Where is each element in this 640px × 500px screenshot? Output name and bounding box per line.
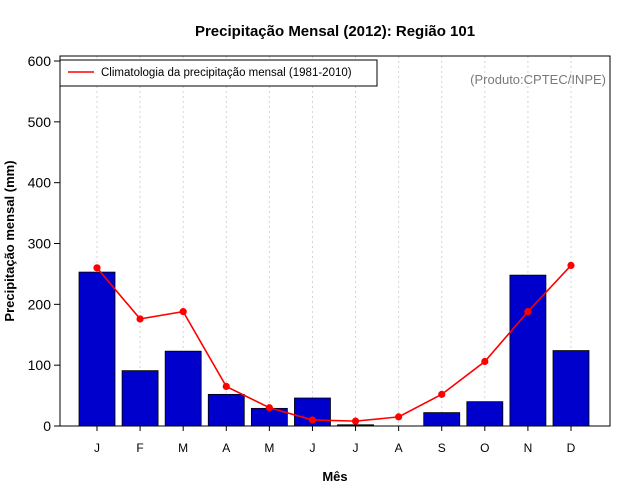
y-tick-label: 100 xyxy=(28,357,52,373)
y-tick-label: 0 xyxy=(43,418,51,434)
vertical-gridlines xyxy=(96,56,572,426)
climatology-point xyxy=(136,315,144,323)
climatology-point xyxy=(265,404,273,412)
x-tick-label: A xyxy=(222,441,230,455)
x-tick-label: O xyxy=(480,441,489,455)
climatology-point xyxy=(351,417,360,425)
climatology-point xyxy=(222,382,230,391)
x-tick-label: F xyxy=(136,441,143,455)
x-tick-label: M xyxy=(178,441,188,455)
climatology-point xyxy=(395,413,403,421)
x-axis-title: Mês xyxy=(322,469,347,484)
y-tick-label: 400 xyxy=(28,175,52,191)
x-tick-label: J xyxy=(309,441,315,455)
bar xyxy=(552,350,590,427)
climatology-point xyxy=(481,357,489,366)
bar xyxy=(207,393,245,427)
y-tick-label: 200 xyxy=(28,296,52,312)
y-tick-label: 500 xyxy=(28,114,52,130)
climatology-point xyxy=(308,416,317,424)
bars xyxy=(78,271,590,427)
bar xyxy=(164,350,202,427)
climatology-point xyxy=(567,261,575,269)
chart-title: Precipitação Mensal (2012): Região 101 xyxy=(195,23,475,40)
climatology-point xyxy=(524,308,532,316)
x-tick-label: A xyxy=(395,441,403,455)
source-credit: (Produto:CPTEC/INPE) xyxy=(470,72,606,87)
climatology-series xyxy=(93,261,575,425)
bar xyxy=(121,370,159,427)
x-tick-label: J xyxy=(353,441,359,455)
x-tick-label: S xyxy=(438,441,446,455)
climatology-line xyxy=(96,264,572,422)
legend: Climatologia da precipitação mensal (198… xyxy=(59,59,378,87)
y-axis-title: Precipitação mensal (mm) xyxy=(2,160,17,321)
x-tick-label: J xyxy=(94,441,100,455)
y-axis: 0 100 200 300 400 500 600 xyxy=(28,53,60,434)
plot-frame xyxy=(59,55,611,427)
bar xyxy=(509,274,547,427)
climatology-point xyxy=(93,264,101,272)
bar xyxy=(78,271,116,427)
y-tick-label: 300 xyxy=(28,236,52,252)
legend-label: Climatologia da precipitação mensal (198… xyxy=(101,67,352,79)
climatology-point xyxy=(179,308,187,316)
x-tick-label: M xyxy=(264,441,274,455)
climatology-point xyxy=(438,390,446,398)
bar xyxy=(466,401,504,427)
x-tick-label: N xyxy=(524,441,533,455)
x-tick-label: D xyxy=(567,441,576,455)
y-tick-label: 600 xyxy=(28,53,52,69)
bar xyxy=(423,412,461,427)
legend-box xyxy=(59,59,378,87)
